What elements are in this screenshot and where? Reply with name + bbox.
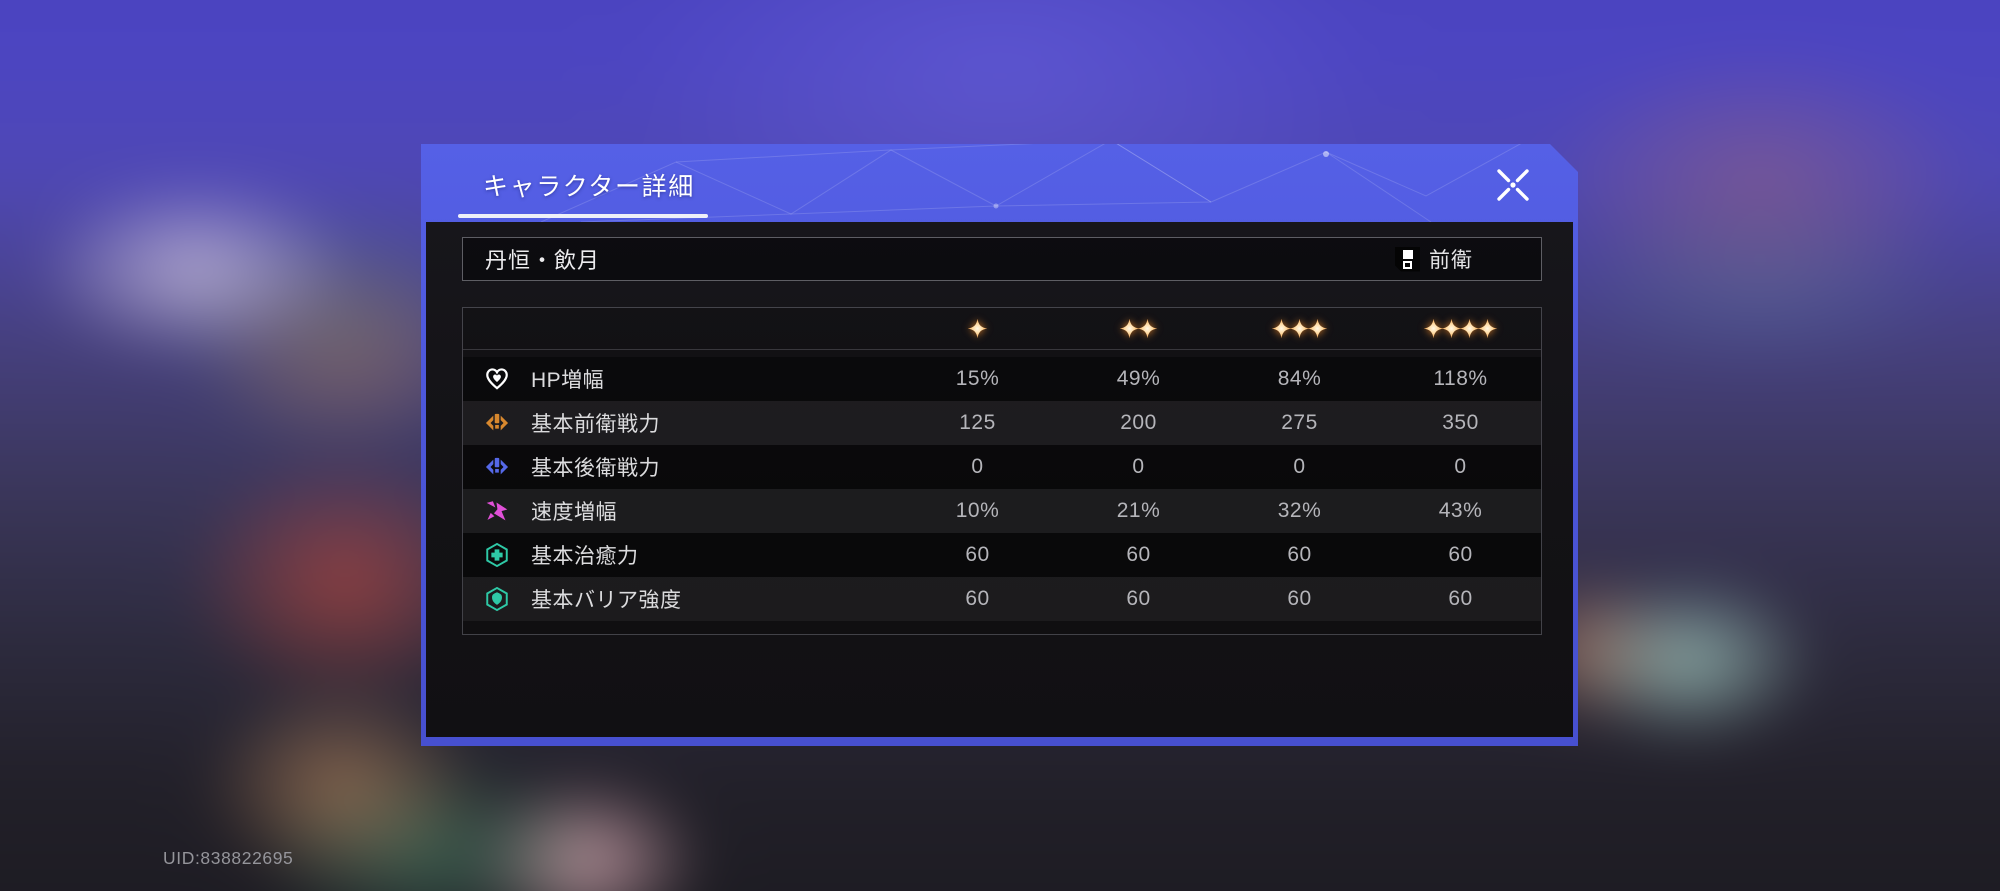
stat-value: 49% [1116, 367, 1161, 390]
table-row: 速度増幅 10% 21% 32% 43% [463, 489, 1541, 533]
star-header-row [463, 308, 1541, 350]
stat-value: 125 [959, 411, 996, 434]
stat-label: 速度増幅 [531, 501, 617, 524]
stat-label: 基本前衛戦力 [531, 413, 660, 436]
star-icon [1441, 318, 1462, 339]
stat-value: 60 [1126, 587, 1151, 610]
stat-value: 10% [955, 499, 1000, 522]
star-icon [1423, 318, 1444, 339]
stat-value: 60 [1448, 543, 1473, 566]
stat-rows: HP増幅 15% 49% 84% 118% [463, 357, 1541, 621]
stat-label: HP増幅 [531, 369, 605, 392]
stat-label: 基本後衛戦力 [531, 457, 660, 480]
star-icon [967, 318, 988, 339]
stat-value: 15% [955, 367, 1000, 390]
star-icon [1119, 318, 1140, 339]
front-position-icon [1395, 247, 1420, 272]
star-icon [1271, 318, 1292, 339]
title-underline [458, 214, 708, 218]
star-icon [1137, 318, 1158, 339]
stat-label: 基本バリア強度 [531, 589, 682, 612]
healing-icon [463, 542, 531, 568]
close-x-icon[interactable] [1491, 163, 1535, 207]
stat-value: 60 [965, 543, 990, 566]
star-icon [1289, 318, 1310, 339]
uid-label: UID:838822695 [163, 848, 294, 868]
stat-value: 60 [1126, 543, 1151, 566]
table-row: 基本後衛戦力 0 0 0 0 [463, 445, 1541, 489]
stat-value: 0 [1293, 455, 1306, 478]
stat-value: 0 [1132, 455, 1145, 478]
star-column-4 [1380, 318, 1541, 339]
role-badge-label: 前衛 [1429, 249, 1473, 272]
character-name: 丹恒・飲月 [485, 248, 601, 273]
stat-table: HP増幅 15% 49% 84% 118% [462, 307, 1542, 635]
table-row: HP増幅 15% 49% 84% 118% [463, 357, 1541, 401]
character-name-bar: 丹恒・飲月 前衛 [462, 237, 1542, 281]
stat-value: 43% [1438, 499, 1483, 522]
character-detail-dialog: キャラクター詳細 丹恒・飲月 前衛 [421, 144, 1578, 746]
stat-value: 21% [1116, 499, 1161, 522]
dialog-header: キャラクター詳細 [421, 144, 1578, 222]
speed-icon [463, 498, 531, 524]
stat-value: 350 [1442, 411, 1479, 434]
table-row: 基本治癒力 60 60 60 60 [463, 533, 1541, 577]
stat-label: 基本治癒力 [531, 545, 639, 568]
stat-value: 118% [1433, 367, 1488, 390]
barrier-icon [463, 586, 531, 612]
star-icon [1307, 318, 1328, 339]
star-icon [1477, 318, 1498, 339]
stat-value: 84% [1277, 367, 1322, 390]
stat-value: 0 [1454, 455, 1467, 478]
star-column-2 [1058, 318, 1219, 339]
dialog-title: キャラクター詳細 [483, 173, 695, 201]
stat-value: 32% [1277, 499, 1322, 522]
table-row: 基本バリア強度 60 60 60 60 [463, 577, 1541, 621]
front-power-icon [463, 410, 531, 436]
table-row: 基本前衛戦力 125 200 275 350 [463, 401, 1541, 445]
rear-power-icon [463, 454, 531, 480]
stat-value: 60 [1287, 543, 1312, 566]
heart-icon [463, 366, 531, 392]
stat-value: 60 [1448, 587, 1473, 610]
star-column-3 [1219, 318, 1380, 339]
star-icon [1459, 318, 1480, 339]
stat-value: 0 [971, 455, 984, 478]
stat-value: 60 [965, 587, 990, 610]
stat-value: 60 [1287, 587, 1312, 610]
stat-value: 200 [1120, 411, 1157, 434]
stat-value: 275 [1281, 411, 1318, 434]
dialog-body: 丹恒・飲月 前衛 [426, 222, 1573, 737]
role-badge: 前衛 [1395, 244, 1541, 274]
star-column-1 [897, 318, 1058, 339]
